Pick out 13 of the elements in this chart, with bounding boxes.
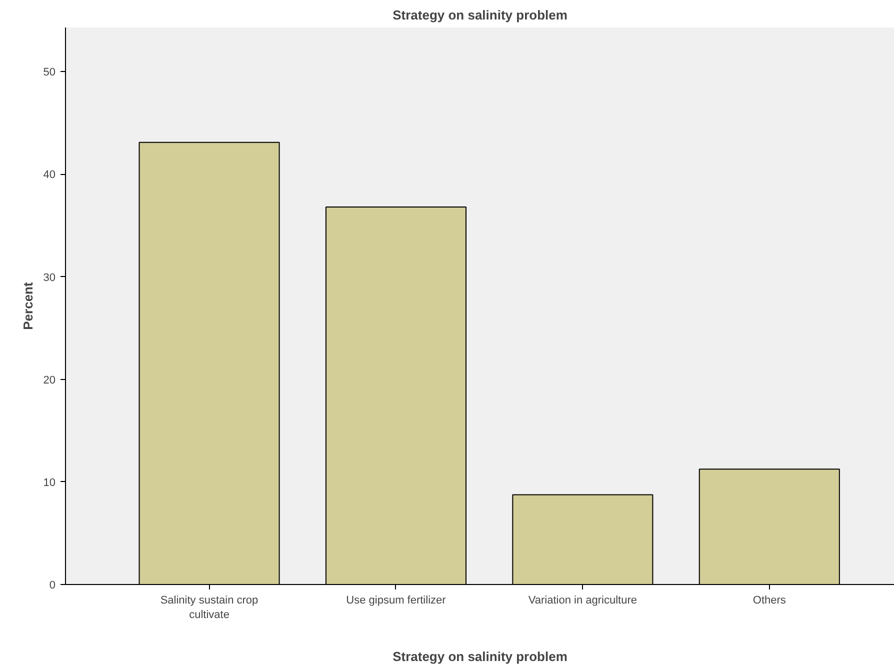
y-tick-label: 10: [43, 476, 56, 489]
y-tick-label: 20: [43, 374, 56, 386]
x-axis-title: Strategy on salinity problem: [392, 648, 568, 664]
x-tick-label: Use gipsum fertilizer: [346, 594, 446, 606]
y-tick-label: 40: [43, 169, 56, 182]
chart-title: Strategy on salinity problem: [392, 8, 568, 22]
y-tick-label: 30: [43, 272, 56, 284]
x-tick-label: Salinity sustain crop cultivate: [160, 594, 258, 621]
y-tick-label: 50: [43, 66, 56, 79]
x-tick-label: Others: [752, 594, 786, 606]
x-tick-label: Variation in agriculture: [528, 594, 638, 606]
y-axis-title: Percent: [20, 281, 36, 330]
y-tick-label: 0: [49, 580, 56, 592]
